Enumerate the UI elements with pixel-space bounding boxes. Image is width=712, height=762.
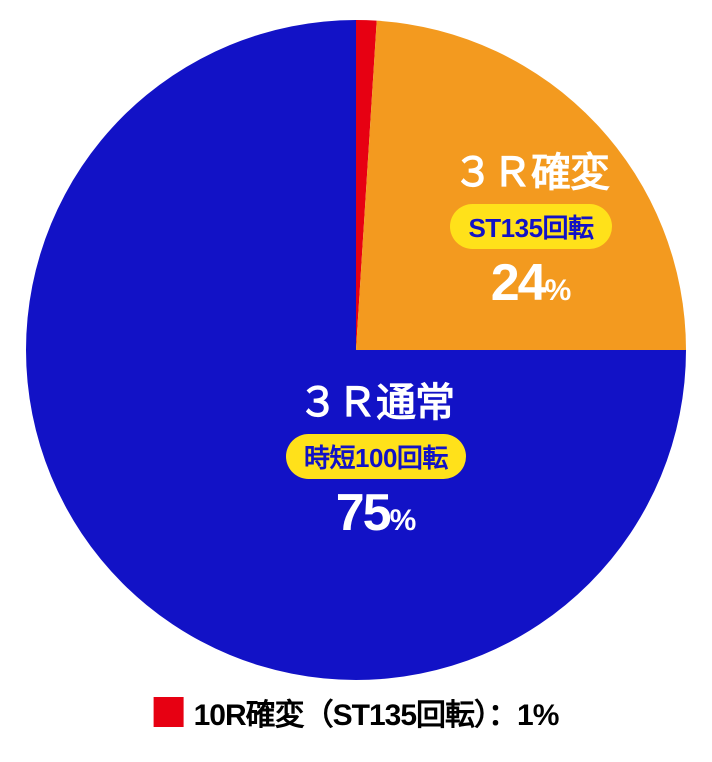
slice-pct-num-orange: 24 [491,254,545,312]
slice-label-orange: ３Ｒ確変 ST135回転 24% [411,140,651,313]
slice-title-blue: ３Ｒ通常 [236,370,516,428]
slice-label-blue: ３Ｒ通常 時短100回転 75% [236,370,516,543]
slice-title-orange: ３Ｒ確変 [411,140,651,198]
pie-chart: ３Ｒ確変 ST135回転 24% ３Ｒ通常 時短100回転 75% [26,20,686,680]
slice-pct-sym-blue: % [390,504,417,537]
legend-text: 10R確変（ST135回転）：1% [194,690,559,734]
slice-pct-num-blue: 75 [336,484,390,542]
legend-square-icon [154,697,184,727]
slice-pct-sym-orange: % [545,274,572,307]
slice-pill-blue: 時短100回転 [286,434,466,479]
legend: 10R確変（ST135回転）：1% [154,690,559,734]
slice-pct-orange: 24% [411,253,651,313]
slice-pct-blue: 75% [236,483,516,543]
slice-pill-orange: ST135回転 [450,204,611,249]
pie-svg [26,20,686,680]
